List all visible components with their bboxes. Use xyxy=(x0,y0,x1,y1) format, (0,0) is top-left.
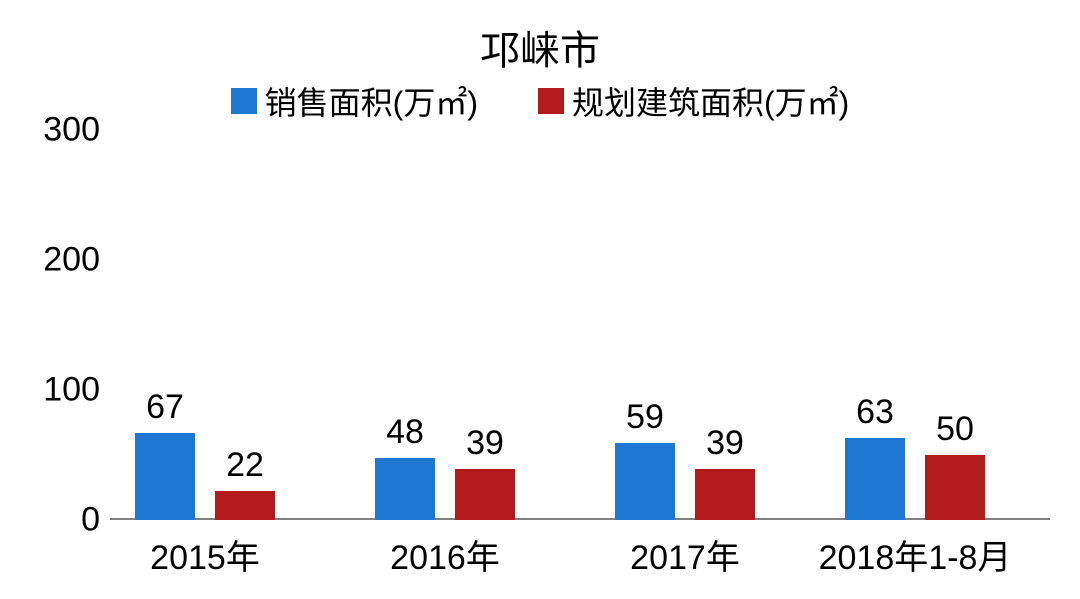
chart-container: 邛崃市 销售面积(万㎡) 规划建筑面积(万㎡) 0 100 200 300 67 22 48… xyxy=(0,0,1080,599)
bar: 59 xyxy=(615,443,675,520)
bar-value-label: 22 xyxy=(226,446,264,485)
bar-group: 63 50 xyxy=(845,438,985,520)
chart-title: 邛崃市 xyxy=(0,18,1080,76)
legend: 销售面积(万㎡) 规划建筑面积(万㎡) xyxy=(0,78,1080,124)
bar-value-label: 39 xyxy=(706,424,744,463)
legend-swatch-0 xyxy=(231,88,257,114)
y-tick: 100 xyxy=(10,371,100,410)
bar: 63 xyxy=(845,438,905,520)
y-tick: 300 xyxy=(10,111,100,150)
bar-group: 48 39 xyxy=(375,458,515,520)
bar-value-label: 59 xyxy=(626,398,664,437)
plot-area: 01002003006722483959396350 xyxy=(110,130,1050,520)
bar-value-label: 63 xyxy=(856,393,894,432)
x-tick-label: 2017年 xyxy=(630,530,740,579)
bar-value-label: 67 xyxy=(146,388,184,427)
bar: 39 xyxy=(695,469,755,520)
bar-value-label: 50 xyxy=(936,410,974,449)
y-tick: 200 xyxy=(10,241,100,280)
bar-group: 67 22 xyxy=(135,433,275,520)
bar: 67 xyxy=(135,433,195,520)
legend-item-0: 销售面积(万㎡) xyxy=(231,78,478,124)
x-tick-label: 2016年 xyxy=(390,530,500,579)
x-tick-label: 2018年1-8月 xyxy=(819,530,1012,579)
bar: 39 xyxy=(455,469,515,520)
legend-label-0: 销售面积(万㎡) xyxy=(265,78,478,124)
legend-label-1: 规划建筑面积(万㎡) xyxy=(572,78,849,124)
bar-group: 59 39 xyxy=(615,443,755,520)
bar: 22 xyxy=(215,491,275,520)
bar-value-label: 39 xyxy=(466,424,504,463)
x-tick-label: 2015年 xyxy=(150,530,260,579)
bar-value-label: 48 xyxy=(386,413,424,452)
legend-item-1: 规划建筑面积(万㎡) xyxy=(538,78,849,124)
y-tick: 0 xyxy=(10,501,100,540)
bar: 50 xyxy=(925,455,985,520)
bar: 48 xyxy=(375,458,435,520)
legend-swatch-1 xyxy=(538,88,564,114)
